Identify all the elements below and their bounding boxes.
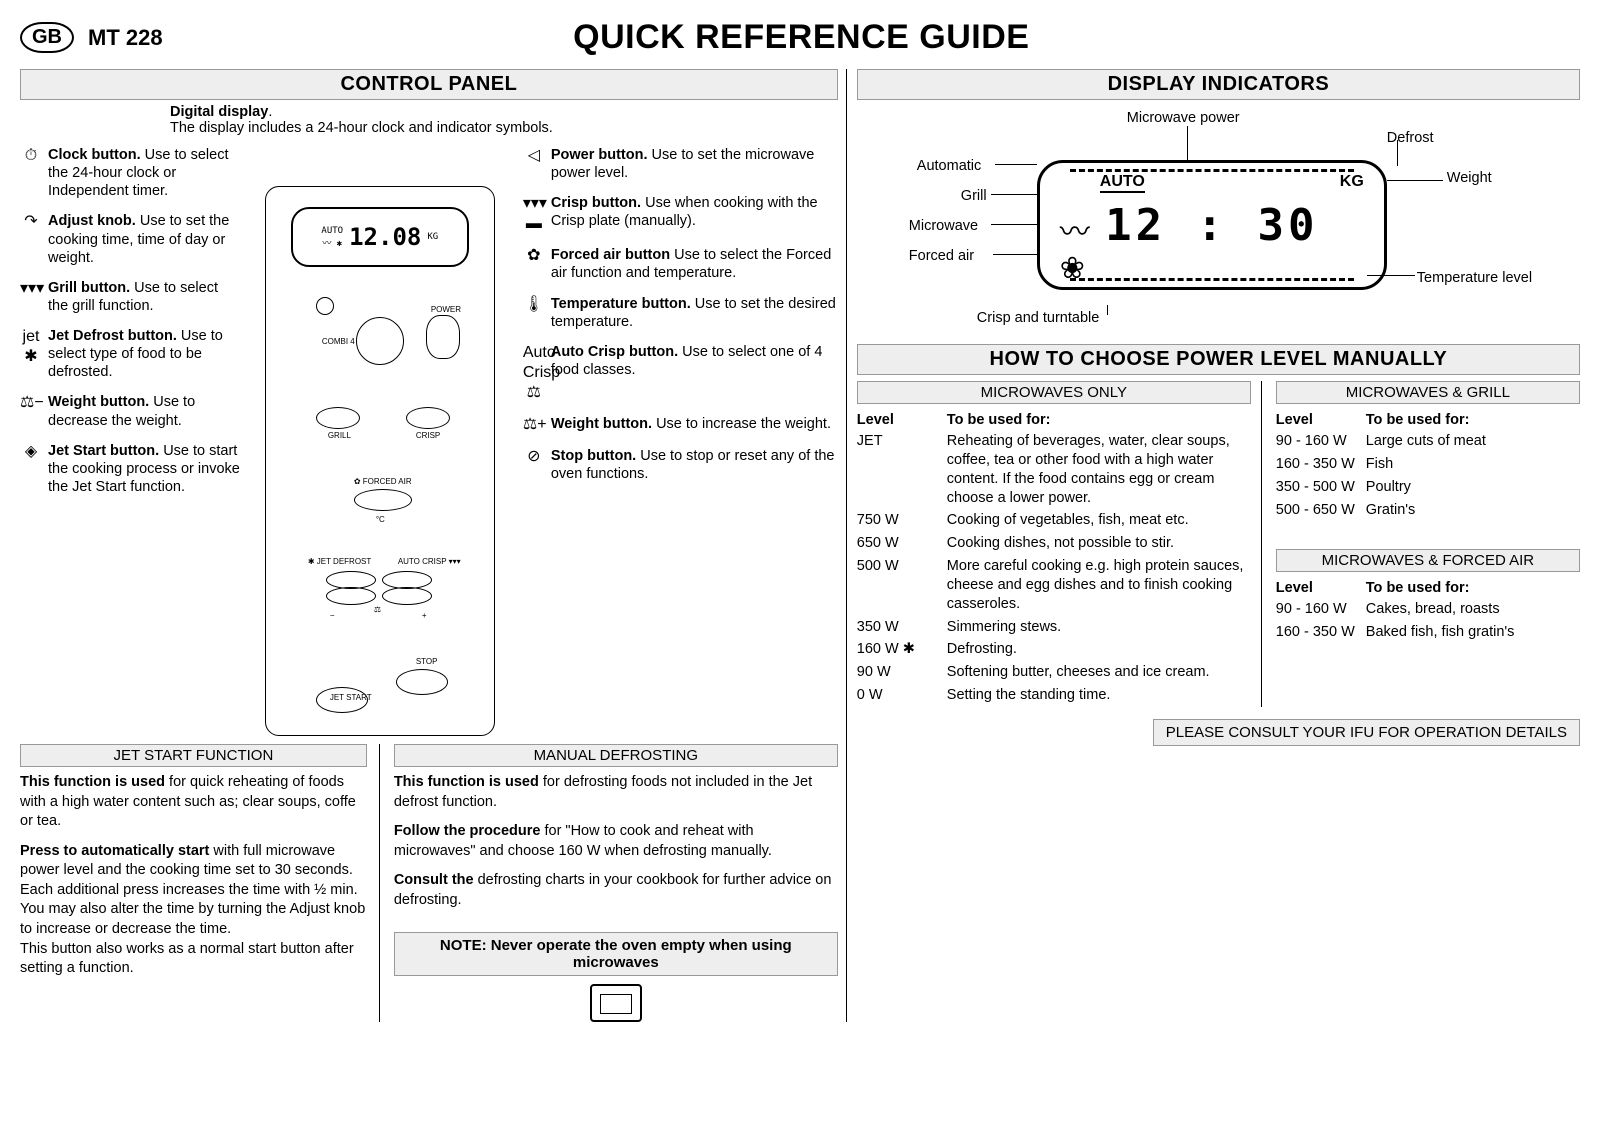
mw-grill-table: LevelTo be used for: 90 - 160 WLarge cut… [1276,410,1580,521]
callout-left: ▾▾▾ Grill button. Use to select the gril… [20,279,241,315]
callout-right: Auto Crisp ⚖ Auto Crisp button. Use to s… [523,343,838,403]
callout-left: jet ✱ Jet Defrost button. Use to select … [20,327,241,381]
callout-left: ◈ Jet Start button. Use to start the coo… [20,442,241,496]
callout-icon: ✿ [523,246,545,282]
callout-icon: Auto Crisp ⚖ [523,343,545,403]
header: GB MT 228 QUICK REFERENCE GUIDE [20,18,1580,57]
table-row: 500 WMore careful cooking e.g. high prot… [857,555,1251,616]
callout-right: ◁ Power button. Use to set the microwave… [523,146,838,182]
display-indicators-heading: DISPLAY INDICATORS [857,69,1580,100]
jet-start-para: Press to automatically start with full m… [20,842,367,979]
left-callouts: ⏱ Clock button. Use to select the 24-hou… [20,146,241,736]
callout-icon: 🌡 [523,295,545,331]
callout-icon: ▾▾▾ ▬ [523,194,545,234]
jet-start-para: This function is used for quick reheatin… [20,773,367,832]
right-callouts: ◁ Power button. Use to set the microwave… [519,146,838,736]
table-row: 90 - 160 WCakes, bread, roasts [1276,598,1580,621]
mw-only-table: LevelTo be used for: JETReheating of bev… [857,410,1251,707]
table-row: 750 WCooking of vegetables, fish, meat e… [857,509,1251,532]
callout-icon: ⊘ [523,447,545,483]
table-row: 160 W ✱Defrosting. [857,638,1251,661]
callout-right: 🌡 Temperature button. Use to set the des… [523,295,838,331]
warning-note: NOTE: Never operate the oven empty when … [394,932,838,976]
callout-right: ⚖+ Weight button. Use to increase the we… [523,415,838,435]
display-diagram: Microwave power Defrost Automatic Grill … [857,110,1580,330]
table-row: 0 WSetting the standing time. [857,684,1251,707]
mw-grill-heading: MICROWAVES & GRILL [1276,381,1580,404]
table-row: 90 WSoftening butter, cheeses and ice cr… [857,661,1251,684]
country-badge: GB [20,22,74,53]
callout-icon: ▾▾▾ [20,279,42,315]
defrost-para: Follow the procedure for "How to cook an… [394,822,838,861]
table-row: 160 - 350 WBaked fish, fish gratin's [1276,621,1580,644]
callout-icon: ◁ [523,146,545,182]
callout-icon: jet ✱ [20,327,42,381]
defrost-para: This function is used for defrosting foo… [394,773,838,812]
table-row: 500 - 650 WGratin's [1276,499,1580,522]
callout-icon: ◈ [20,442,42,496]
callout-right: ▾▾▾ ▬ Crisp button. Use when cooking wit… [523,194,838,234]
callout-icon: ↷ [20,212,42,266]
callout-right: ✿ Forced air button Use to select the Fo… [523,246,838,282]
manual-defrost-heading: MANUAL DEFROSTING [394,744,838,767]
table-row: 350 - 500 WPoultry [1276,476,1580,499]
digital-display-intro: Digital display. The display includes a … [170,104,838,136]
page-title: QUICK REFERENCE GUIDE [223,18,1380,57]
callout-icon: ⏱ [20,146,42,200]
oven-icon [590,984,642,1022]
control-panel-heading: CONTROL PANEL [20,69,838,100]
callout-icon: ⚖− [20,393,42,429]
table-row: 160 - 350 WFish [1276,453,1580,476]
ifu-note: PLEASE CONSULT YOUR IFU FOR OPERATION DE… [1153,719,1580,746]
table-row: JETReheating of beverages, water, clear … [857,430,1251,509]
callout-right: ⊘ Stop button. Use to stop or reset any … [523,447,838,483]
defrost-para: Consult the defrosting charts in your co… [394,871,838,910]
control-panel-diagram: AUTO〰 ✱ 12.08 KG COMBI 4 POWER GRILL CRI… [265,186,495,736]
mw-only-heading: MICROWAVES ONLY [857,381,1251,404]
callout-left: ↷ Adjust knob. Use to set the cooking ti… [20,212,241,266]
mw-forced-table: LevelTo be used for: 90 - 160 WCakes, br… [1276,578,1580,644]
mw-forced-heading: MICROWAVES & FORCED AIR [1276,549,1580,572]
table-row: 90 - 160 WLarge cuts of meat [1276,430,1580,453]
power-level-heading: HOW TO CHOOSE POWER LEVEL MANUALLY [857,344,1580,375]
table-row: 650 WCooking dishes, not possible to sti… [857,532,1251,555]
model-number: MT 228 [88,25,163,51]
callout-icon: ⚖+ [523,415,545,435]
jet-start-heading: JET START FUNCTION [20,744,367,767]
callout-left: ⚖− Weight button. Use to decrease the we… [20,393,241,429]
table-row: 350 WSimmering stews. [857,616,1251,639]
callout-left: ⏱ Clock button. Use to select the 24-hou… [20,146,241,200]
